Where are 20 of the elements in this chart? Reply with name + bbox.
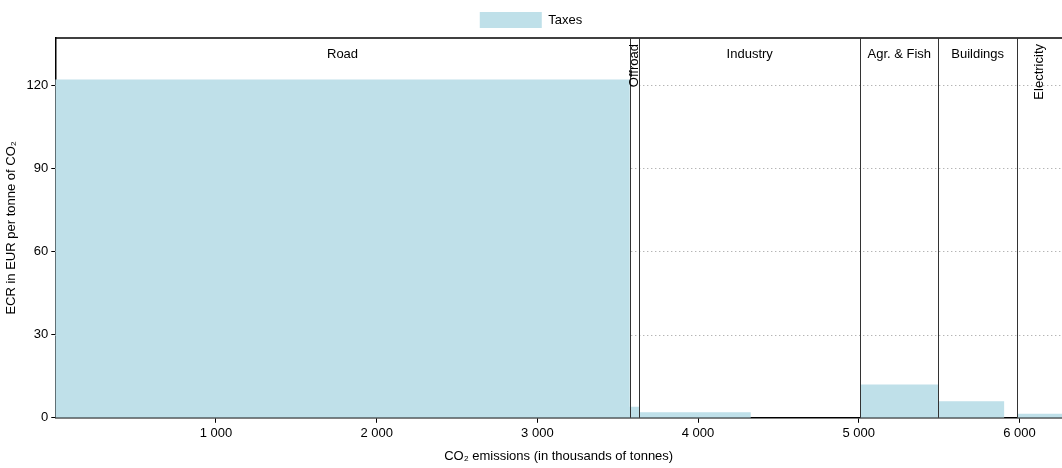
annotation: Industry bbox=[726, 45, 774, 61]
x-tick-label: 6 000 bbox=[1003, 425, 1036, 441]
x-tick-label: 4 000 bbox=[681, 425, 715, 441]
y-tick-label: 0 bbox=[41, 409, 49, 425]
y-axis-title: ECR in EUR per tonne of CO₂ bbox=[3, 141, 19, 315]
y-tick-label: 120 bbox=[26, 76, 49, 92]
x-axis-title: CO₂ emissions (in thousands of tonnes) bbox=[444, 447, 674, 463]
legend-label: Taxes bbox=[548, 11, 583, 27]
annotation: Road bbox=[326, 45, 359, 61]
x-tick-label: 1 000 bbox=[199, 425, 233, 441]
annotation: Offroad bbox=[625, 44, 641, 88]
annotation: Electricity bbox=[1031, 43, 1047, 100]
x-tick-label: 3 000 bbox=[521, 425, 554, 441]
annotation: Buildings bbox=[951, 45, 1005, 61]
y-tick-label: 60 bbox=[33, 243, 49, 259]
x-tick-label: 2 000 bbox=[360, 425, 393, 441]
y-tick-label: 90 bbox=[33, 159, 49, 175]
x-tick-label: 5 000 bbox=[842, 425, 875, 441]
annotation: Agr. & Fish bbox=[867, 45, 932, 61]
y-tick-label: 30 bbox=[33, 326, 49, 342]
